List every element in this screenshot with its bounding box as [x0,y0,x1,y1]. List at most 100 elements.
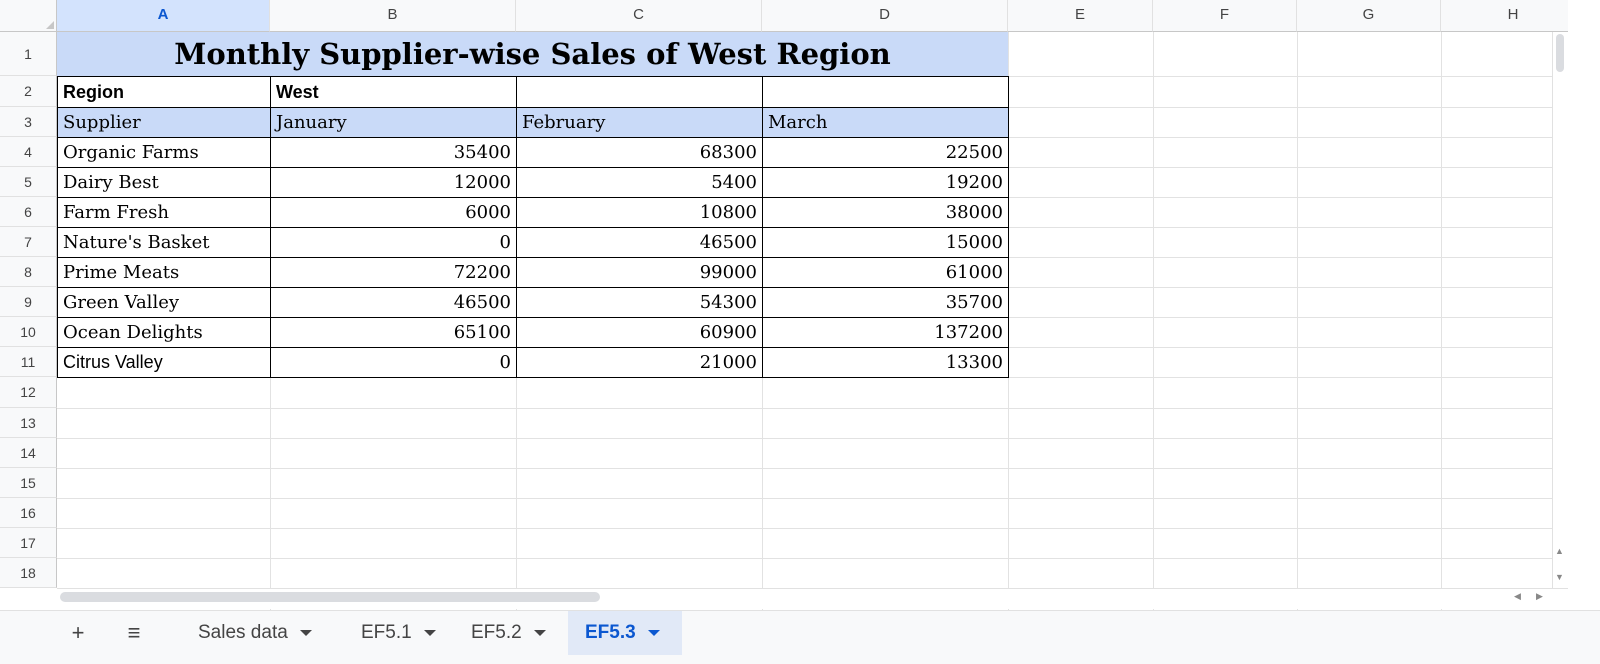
value-cell[interactable]: 35400 [270,137,517,168]
cell-a2[interactable]: Region [57,76,271,108]
column-header-e[interactable]: E [1008,0,1153,32]
value-cell[interactable]: 21000 [516,347,763,378]
row-header-8[interactable]: 8 [0,257,57,287]
sheet-tab-label: EF5.1 [361,622,412,643]
gridline [57,408,1552,409]
value-cell[interactable]: 0 [270,347,517,378]
value-cell[interactable]: 22500 [762,137,1009,168]
spreadsheet-grid[interactable]: A B C D E F G H 1 2 3 4 5 6 7 8 9 10 11 … [0,0,1600,610]
sheet-tab-ef5-2[interactable]: EF5.2 [456,611,562,655]
row-header-2[interactable]: 2 [0,76,57,107]
vertical-scroll-thumb[interactable] [1556,34,1564,72]
supplier-cell[interactable]: Green Valley [57,287,271,318]
cell-b3[interactable]: January [270,107,517,138]
cell-c3[interactable]: February [516,107,763,138]
sheet-tab-label: Sales data [198,622,288,643]
value-cell[interactable]: 15000 [762,227,1009,258]
scroll-left-arrow-icon[interactable]: ◀ [1514,591,1521,601]
row-header-17[interactable]: 17 [0,528,57,558]
column-header-h[interactable]: H [1441,0,1586,32]
row-header-6[interactable]: 6 [0,197,57,227]
row-header-15[interactable]: 15 [0,468,57,498]
supplier-cell[interactable]: Farm Fresh [57,197,271,228]
value-cell[interactable]: 6000 [270,197,517,228]
sheet-tab-label: EF5.2 [471,622,522,643]
chevron-down-icon[interactable] [299,629,312,636]
sheet-tab-ef5-3[interactable]: EF5.3 [568,611,682,655]
row-header-13[interactable]: 13 [0,408,57,438]
sheet-tab-ef5-1[interactable]: EF5.1 [346,611,450,655]
select-all-corner[interactable] [0,0,57,32]
gridline [57,558,1552,559]
value-cell[interactable]: 68300 [516,137,763,168]
sheet-tab-sales-data[interactable]: Sales data [182,611,342,655]
column-header-a[interactable]: A [57,0,270,32]
value-cell[interactable]: 65100 [270,317,517,348]
value-cell[interactable]: 0 [270,227,517,258]
row-header-16[interactable]: 16 [0,498,57,528]
scroll-right-arrow-icon[interactable]: ▶ [1536,591,1543,601]
row-header-11[interactable]: 11 [0,347,57,377]
column-header-c[interactable]: C [516,0,762,32]
value-cell[interactable]: 35700 [762,287,1009,318]
value-cell[interactable]: 99000 [516,257,763,288]
supplier-cell[interactable]: Ocean Delights [57,317,271,348]
gridline [57,528,1552,529]
row-header-5[interactable]: 5 [0,167,57,197]
column-header-g[interactable]: G [1297,0,1441,32]
scrollbar-gutter [1568,0,1600,610]
supplier-cell[interactable]: Nature's Basket [57,227,271,258]
row-header-7[interactable]: 7 [0,227,57,257]
value-cell[interactable]: 46500 [516,227,763,258]
supplier-cell[interactable]: Organic Farms [57,137,271,168]
value-cell[interactable]: 12000 [270,167,517,198]
cell-d3[interactable]: March [762,107,1009,138]
sheet-tab-bar: + ≡ Sales data EF5.1 EF5.2 EF5.3 [0,610,1600,664]
value-cell[interactable]: 46500 [270,287,517,318]
gridline [1441,32,1442,610]
column-header-d[interactable]: D [762,0,1008,32]
chevron-down-icon[interactable] [647,629,660,636]
row-header-1[interactable]: 1 [0,32,57,76]
scroll-down-arrow-icon[interactable]: ▼ [1555,572,1564,582]
add-sheet-icon[interactable]: + [71,620,85,645]
scroll-up-arrow-icon[interactable]: ▲ [1555,546,1564,556]
value-cell[interactable]: 5400 [516,167,763,198]
row-header-12[interactable]: 12 [0,377,57,408]
row-header-3[interactable]: 3 [0,107,57,137]
chevron-down-icon[interactable] [533,629,546,636]
supplier-cell[interactable]: Citrus Valley [57,347,271,378]
row-header-14[interactable]: 14 [0,438,57,468]
sheet-tab-label: EF5.3 [585,622,636,643]
value-cell[interactable]: 60900 [516,317,763,348]
value-cell[interactable]: 38000 [762,197,1009,228]
column-header-b[interactable]: B [270,0,516,32]
value-cell[interactable]: 19200 [762,167,1009,198]
cell-b2[interactable]: West [270,76,517,108]
cell-a3[interactable]: Supplier [57,107,271,138]
vertical-scrollbar[interactable] [1552,32,1569,588]
gridline [1297,32,1298,610]
all-sheets-menu-icon[interactable]: ≡ [127,620,141,645]
title-cell[interactable]: Monthly Supplier-wise Sales of West Regi… [57,32,1008,76]
value-cell[interactable]: 72200 [270,257,517,288]
row-header-18[interactable]: 18 [0,558,57,588]
gridline [57,498,1552,499]
gridline [57,438,1552,439]
value-cell[interactable]: 54300 [516,287,763,318]
column-header-f[interactable]: F [1153,0,1297,32]
cell-d2[interactable] [762,76,1009,108]
gridline [57,468,1552,469]
chevron-down-icon[interactable] [423,629,436,636]
supplier-cell[interactable]: Dairy Best [57,167,271,198]
row-header-4[interactable]: 4 [0,137,57,167]
value-cell[interactable]: 61000 [762,257,1009,288]
row-header-10[interactable]: 10 [0,317,57,347]
value-cell[interactable]: 13300 [762,347,1009,378]
cell-c2[interactable] [516,76,763,108]
value-cell[interactable]: 137200 [762,317,1009,348]
value-cell[interactable]: 10800 [516,197,763,228]
horizontal-scroll-thumb[interactable] [60,592,600,602]
supplier-cell[interactable]: Prime Meats [57,257,271,288]
row-header-9[interactable]: 9 [0,287,57,317]
